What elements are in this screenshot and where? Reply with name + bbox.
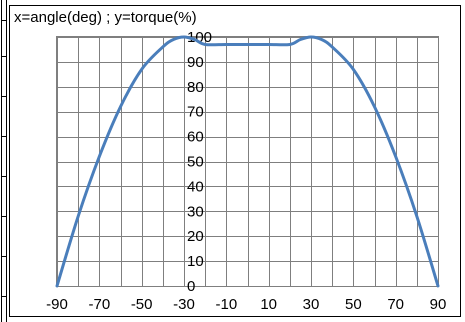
y-tick-label: 60: [187, 129, 204, 146]
y-tick-label: 20: [187, 228, 204, 245]
y-tick-label: 100: [187, 29, 212, 46]
x-tick-label: -90: [46, 296, 68, 313]
series-line: [55, 35, 440, 288]
y-tick-label: 0: [187, 278, 195, 295]
x-tick-label: -70: [88, 296, 110, 313]
y-tick-label: 50: [187, 154, 204, 171]
y-tick-label: 30: [187, 203, 204, 220]
y-tick-label: 70: [187, 104, 204, 121]
x-tick-labels: -90 -70 -50 -30 -10 10 30 50 70 90: [46, 296, 446, 313]
y-tick-label: 90: [187, 54, 204, 71]
x-tick-label: -30: [173, 296, 195, 313]
x-tick-label: 50: [345, 296, 362, 313]
x-tick-label: 90: [430, 296, 447, 313]
title-background: [12, 7, 284, 27]
x-tick-label: -50: [131, 296, 153, 313]
y-tick-label: 40: [187, 178, 204, 195]
x-tick-label: 10: [260, 296, 277, 313]
y-tick-label: 80: [187, 79, 204, 96]
x-tick-label: 70: [387, 296, 404, 313]
chart-title: x=angle(deg) ; y=torque(%): [14, 9, 197, 26]
y-tick-label: 10: [187, 253, 204, 270]
x-tick-label: 30: [303, 296, 320, 313]
left-edge-ticks: [1, 20, 7, 297]
gridlines: [57, 37, 439, 287]
x-tick-label: -10: [215, 296, 237, 313]
y-tick-labels: 0 10 20 30 40 50 60 70 80 90 100: [187, 29, 212, 295]
chart-area-border: [9, 5, 461, 317]
plot-area-border: [56, 36, 439, 287]
